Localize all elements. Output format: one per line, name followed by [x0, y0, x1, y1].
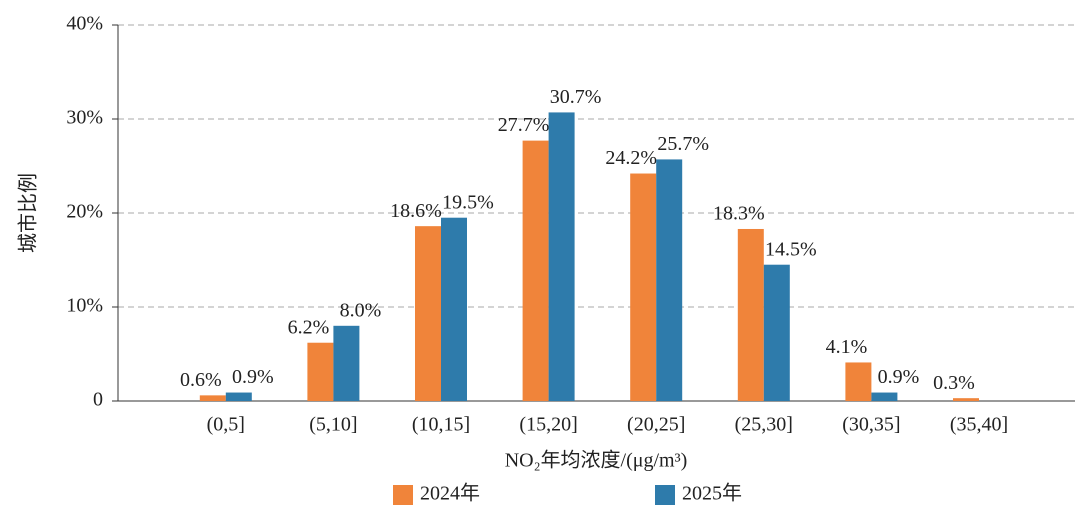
y-axis-label: 城市比例 [17, 173, 40, 253]
value-label: 30.7% [550, 86, 602, 108]
value-label: 4.1% [826, 336, 868, 358]
bar [441, 217, 467, 401]
y-tick-label: 20% [66, 201, 103, 223]
bar [415, 226, 441, 401]
x-tick-label: (0,5] [207, 414, 245, 436]
x-tick-label: (25,30] [735, 414, 793, 436]
legend-label: 2024年 [420, 482, 480, 505]
value-label: 14.5% [765, 238, 817, 260]
bar [845, 362, 872, 401]
bar [871, 392, 898, 401]
value-label: 18.3% [713, 203, 765, 225]
value-label: 19.5% [442, 191, 494, 213]
value-label: 0.9% [232, 366, 274, 388]
y-tick-label: 10% [66, 295, 103, 317]
value-label: 6.2% [288, 316, 330, 338]
bar [199, 395, 226, 401]
bar [630, 173, 657, 401]
bar [656, 159, 683, 401]
bar [953, 398, 979, 401]
value-label: 8.0% [340, 299, 382, 321]
x-tick-label: (10,15] [412, 414, 470, 436]
bar [225, 392, 252, 401]
bar [522, 140, 549, 401]
y-tick-label: 30% [66, 107, 103, 129]
value-label: 24.2% [605, 147, 657, 169]
value-label: 18.6% [390, 200, 442, 222]
value-label: 27.7% [498, 114, 550, 136]
y-tick-label: 40% [66, 13, 103, 35]
value-label: 0.3% [933, 372, 975, 394]
value-label: 25.7% [657, 133, 709, 155]
legend-swatch [655, 485, 675, 505]
bar [763, 264, 790, 401]
x-axis-label: NO₂年均浓度/(μg/m³) [505, 449, 688, 472]
x-tick-label: (5,10] [309, 414, 357, 436]
x-tick-label: (20,25] [627, 414, 685, 436]
value-label: 0.6% [180, 369, 222, 391]
legend-label: 2025年 [682, 482, 742, 505]
bar [307, 342, 334, 401]
bar [333, 325, 360, 401]
bar [548, 112, 575, 402]
y-tick-label: 0 [93, 389, 103, 411]
x-tick-label: (35,40] [950, 414, 1008, 436]
bar [737, 228, 764, 401]
legend-swatch [393, 485, 413, 505]
x-tick-label: (30,35] [842, 414, 900, 436]
value-label: 0.9% [878, 366, 920, 388]
x-tick-label: (15,20] [519, 414, 577, 436]
